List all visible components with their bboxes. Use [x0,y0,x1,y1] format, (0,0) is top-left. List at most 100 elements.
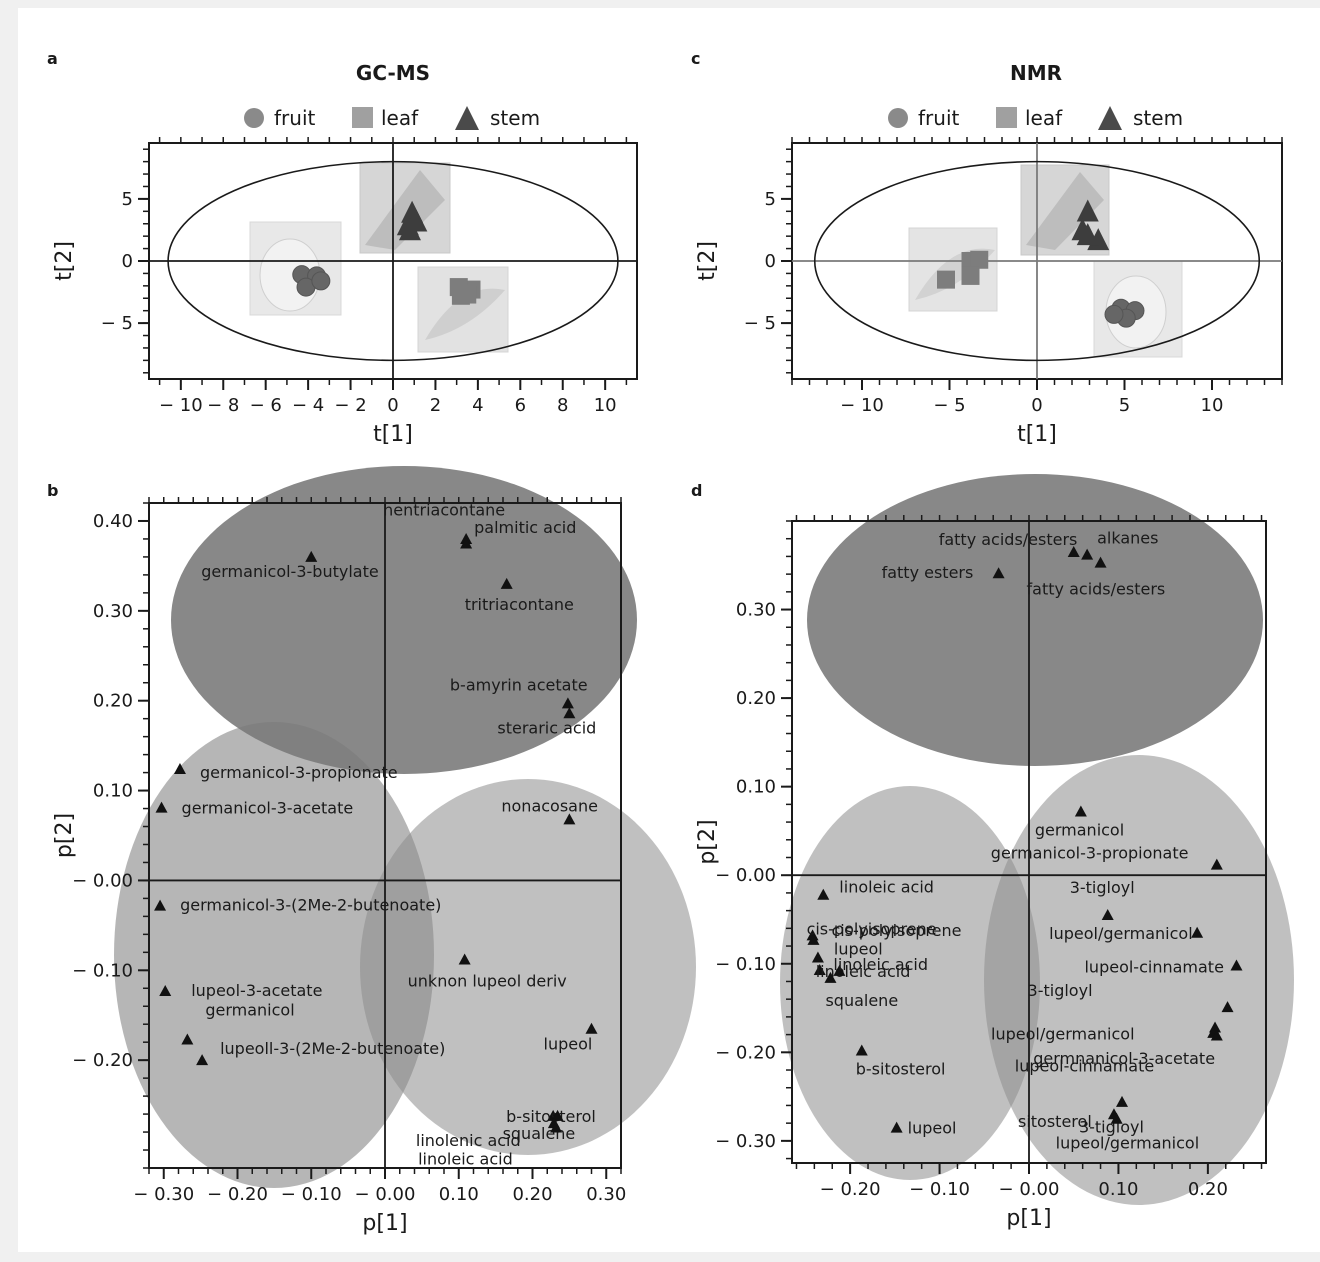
legend-leaf-marker [352,107,373,128]
y-tick-label: 0.10 [93,781,133,802]
legend-leaf-label: leaf [1025,106,1063,130]
y-tick-label: − 0.20 [715,1042,776,1063]
loading-label: b-sitosterol [856,1060,946,1079]
panel-a-plot: − 10− 8 − 6 − 4 − 2 0 2 4 6 8 10 5 0 − 5 t[1] t[2] [52,137,638,447]
stem-photo-shape [1026,172,1104,250]
loading-label: steraric acid [497,718,596,737]
loading-label: fatty acids/esters [939,530,1078,549]
x-tick-label: 6 [515,395,526,416]
loading-point [458,953,471,965]
loading-label: b-amyrin acetate [450,675,588,694]
stem-photo-shape [365,170,445,250]
loading-point [500,577,513,589]
loading-label: germanicol-3-propionate [200,763,398,782]
loading-point [154,899,167,911]
y-tick-label: 0.30 [93,601,133,622]
loading-point [1094,556,1107,568]
legend-stem-label: stem [1133,106,1183,130]
stem-cluster-ellipse [171,466,637,774]
loading-point [824,971,837,983]
loading-point [811,951,824,963]
panel-label-a: a [47,49,58,68]
loading-label: lupeol [834,940,883,959]
panel-a-legend: fruit leaf stem [244,106,540,130]
x-tick-label: − 10 [840,395,884,416]
loading-label: linoleic acid [833,955,928,974]
panel-label-d: d [691,481,702,500]
x-tick-label: − 0.20 [820,1179,881,1200]
x-tick-label: − 0.10 [281,1184,342,1205]
panel-label-b: b [47,481,58,500]
y-tick-label: − 0.00 [72,870,133,891]
x-axis-label: t[1] [373,422,413,447]
stem-point [1076,199,1099,222]
fruit-point [1104,304,1124,324]
loading-label: lupeol-3-acetate [191,981,322,1000]
leaf-point [458,285,477,304]
y-axis-label: p[2] [695,819,720,864]
x-tick-label: 0.10 [439,1184,479,1205]
panel-b-plot: − 0.30 − 0.20 − 0.10 − 0.00 0.10 0.20 0.30 0.40… [52,497,626,1236]
y-tick-label: 0 [122,251,133,272]
fruit-cluster-ellipse [360,779,696,1155]
x-axis-label: p[1] [362,1211,407,1236]
loading-point [1081,548,1094,560]
loading-point [173,763,186,774]
loading-point [855,1044,868,1056]
leaf-cluster-ellipse [114,722,434,1188]
loading-label: lupeol-cinnamate [1084,958,1223,977]
loading-point [585,1022,598,1034]
y-tick-label: 0.20 [736,688,776,709]
leaf-point [970,250,989,269]
loading-point [460,537,473,549]
leaf-cluster-ellipse [780,786,1040,1180]
loading-point [1221,1001,1234,1013]
stem-cluster-ellipse [807,474,1263,766]
x-tick-label: 0.20 [1188,1179,1228,1200]
x-axis-label: p[1] [1006,1206,1051,1231]
x-tick-label: − 0.10 [909,1179,970,1200]
loading-point [807,933,820,945]
legend-stem-marker [1098,106,1122,130]
loading-label: tritriacontane [465,595,574,614]
loading-label: germanicol [205,1000,294,1019]
loading-label: lupeoll-3-(2Me-2-butenoate) [220,1039,445,1058]
loading-label: linoleic acid [839,878,934,897]
y-axis-label: p[2] [52,813,77,858]
loading-label: lupeol [544,1035,593,1054]
panel-label-c: c [691,49,700,68]
loading-point [561,697,574,709]
loading-point [1191,926,1204,938]
y-axis-label: t[2] [52,241,77,281]
x-tick-label: 0.10 [1098,1179,1138,1200]
loading-label: lupeol-cinnamate [1015,1056,1154,1075]
loading-point [159,984,172,996]
x-tick-label: 10 [594,395,617,416]
loading-label: cis-polyisoprene [807,919,937,938]
y-tick-label: 5 [122,189,133,210]
loading-label: lupeol/germanicol [1049,924,1193,943]
y-axis-label: t[2] [695,241,720,281]
loading-label: alkanes [1097,529,1158,548]
loading-point [813,963,826,975]
frame-left-border [0,0,18,1262]
panel-a-title: GC-MS [356,61,430,85]
x-tick-label: − 8 [207,395,239,416]
y-tick-label: − 5 [744,313,776,334]
x-tick-label: − 5 [933,395,965,416]
loading-point [551,1109,564,1121]
y-tick-label: 5 [765,189,776,210]
loading-point [890,1121,903,1133]
fruit-point [311,271,331,291]
loading-label: linoleic acid [418,1150,513,1169]
stem-point [398,218,421,241]
loading-label: germanicol-3-propionate [991,844,1189,863]
frame-bottom-border [0,1252,1320,1262]
loading-label: sitosterol [1018,1112,1092,1131]
x-tick-label: − 0.30 [133,1184,194,1205]
y-tick-label: − 0.00 [715,865,776,886]
panel-c-plot: − 10 − 5 0 5 10 5 0 − 5 t[1] t[2] [695,137,1283,447]
loading-label: b-sitosterol [506,1107,596,1126]
